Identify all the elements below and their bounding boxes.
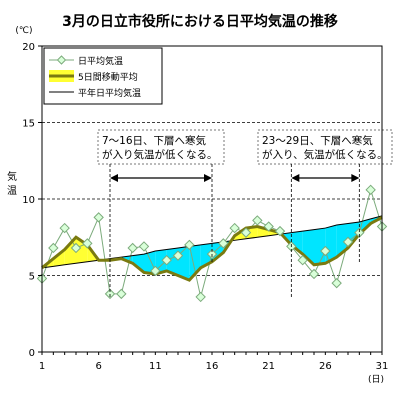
legend-label-daily: 日平均気温 bbox=[78, 55, 123, 67]
daily-point-5 bbox=[82, 238, 93, 249]
annotation-box-1 bbox=[97, 129, 225, 165]
x-tick-label-26: 26 bbox=[319, 361, 332, 372]
cold-fill bbox=[212, 241, 224, 262]
cold-fill bbox=[325, 225, 337, 264]
y-tick-label-20: 20 bbox=[22, 42, 35, 53]
legend-label-moving-average: 5日間移動平均 bbox=[78, 71, 138, 83]
chart-title: 3月の日立市役所における日平均気温の推移 bbox=[62, 13, 338, 30]
cold-fill bbox=[144, 251, 156, 274]
daily-point-19 bbox=[240, 227, 252, 238]
y-tick-label-5: 5 bbox=[29, 272, 35, 283]
annotation-arrow-right-1 bbox=[204, 174, 212, 182]
daily-point-12 bbox=[161, 254, 172, 266]
annotation-box-2 bbox=[257, 129, 393, 165]
x-tick-label-1: 1 bbox=[39, 361, 45, 372]
annotation-text-1-2: が入り気温が低くなる。 bbox=[102, 148, 218, 161]
daily-point-13 bbox=[172, 250, 184, 261]
x-tick-label-6: 6 bbox=[95, 361, 101, 372]
daily-point-10 bbox=[138, 241, 150, 252]
daily-point-25 bbox=[308, 268, 320, 280]
daily-point-14 bbox=[184, 239, 195, 251]
annotation-text-2-2: が入り、気温が低くなる。 bbox=[262, 148, 388, 161]
x-tick-label-16: 16 bbox=[206, 361, 219, 372]
legend-label-normal: 平年日平均気温 bbox=[78, 87, 141, 99]
daily-point-7 bbox=[104, 288, 116, 300]
annotation-text-2-1: 23～29日、下層へ寒気 bbox=[262, 134, 373, 147]
annotation-text-1-1: 7～16日、下層へ寒気 bbox=[102, 134, 207, 147]
annotation-arrow-left-1 bbox=[110, 174, 118, 182]
y-unit-label: (℃) bbox=[15, 26, 32, 36]
annotation-arrow-left-2 bbox=[291, 174, 300, 182]
cold-fill bbox=[189, 244, 201, 281]
daily-point-24 bbox=[297, 254, 308, 266]
y-tick-label-15: 15 bbox=[22, 119, 35, 130]
daily-point-2 bbox=[48, 242, 59, 254]
cold-fill bbox=[291, 231, 303, 255]
x-unit-label: (日) bbox=[368, 374, 384, 385]
cold-fill bbox=[132, 254, 144, 273]
daily-point-17 bbox=[218, 238, 229, 249]
daily-point-18 bbox=[229, 222, 240, 234]
daily-point-15 bbox=[195, 291, 206, 303]
cold-fill bbox=[314, 228, 326, 265]
daily-point-11 bbox=[150, 265, 161, 277]
daily-point-22 bbox=[274, 225, 286, 237]
x-tick-label-11: 11 bbox=[149, 361, 162, 372]
daily-point-4 bbox=[70, 242, 82, 254]
legend-marker-daily bbox=[56, 55, 67, 65]
daily-markers bbox=[36, 184, 388, 303]
daily-point-6 bbox=[93, 212, 104, 223]
daily-point-27 bbox=[331, 277, 342, 289]
daily-point-21 bbox=[263, 221, 274, 232]
daily-point-8 bbox=[116, 288, 127, 300]
y-axis-label-1: 気 bbox=[7, 170, 17, 183]
warm-fill bbox=[64, 237, 76, 265]
daily-point-29 bbox=[354, 227, 365, 238]
daily-point-26 bbox=[320, 245, 331, 257]
anomaly-fills bbox=[42, 215, 382, 281]
daily-point-28 bbox=[342, 236, 354, 248]
annotation-arrow-right-2 bbox=[351, 174, 360, 182]
x-tick-label-31: 31 bbox=[376, 361, 389, 372]
y-axis-label-2: 温 bbox=[7, 185, 17, 197]
y-tick-label-10: 10 bbox=[22, 195, 35, 206]
x-tick-label-21: 21 bbox=[262, 361, 275, 372]
daily-point-9 bbox=[127, 242, 138, 254]
daily-point-3 bbox=[59, 222, 70, 234]
daily-point-30 bbox=[365, 184, 376, 196]
y-tick-label-0: 0 bbox=[29, 348, 35, 359]
daily-point-20 bbox=[252, 215, 263, 226]
